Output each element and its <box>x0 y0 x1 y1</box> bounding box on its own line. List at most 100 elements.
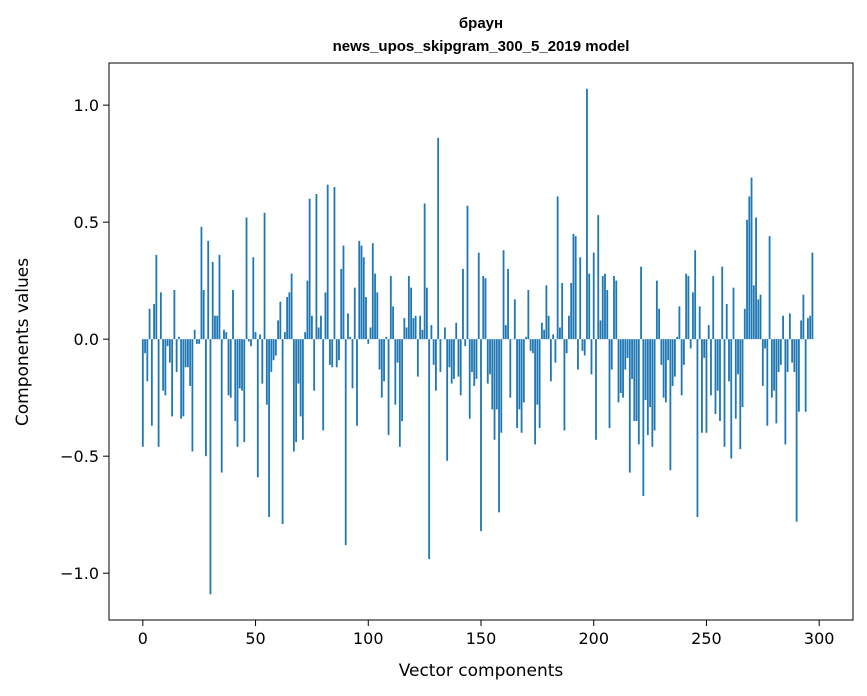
bar <box>277 320 279 340</box>
bar <box>338 339 340 361</box>
bar <box>597 215 600 340</box>
bar <box>214 315 216 340</box>
bar <box>734 339 737 419</box>
bar <box>482 275 485 340</box>
bar <box>383 339 385 382</box>
bar <box>401 339 403 422</box>
bar <box>784 339 787 445</box>
bar <box>475 339 478 379</box>
bar <box>701 339 703 433</box>
bar <box>777 339 780 372</box>
bar <box>669 339 672 471</box>
bar <box>349 336 352 340</box>
bar <box>220 339 223 473</box>
bar <box>649 339 651 408</box>
bar <box>732 287 735 340</box>
bar <box>299 339 302 417</box>
bar <box>320 315 322 340</box>
bar <box>565 339 568 354</box>
bar <box>225 332 228 340</box>
bar <box>180 339 183 419</box>
bar <box>696 339 699 518</box>
bar <box>462 268 464 340</box>
bar <box>378 339 381 370</box>
bar <box>773 339 775 391</box>
bar <box>272 339 275 361</box>
bar <box>741 339 744 408</box>
bar <box>518 339 521 410</box>
bar <box>166 339 169 347</box>
y-tick-label: 1.0 <box>74 96 99 115</box>
bar <box>416 339 419 377</box>
bar <box>380 339 383 398</box>
bar <box>464 339 467 347</box>
bar <box>761 339 764 386</box>
bar <box>432 339 435 365</box>
bar <box>619 339 622 393</box>
bar <box>570 282 573 340</box>
bar <box>189 339 192 386</box>
bar <box>396 339 399 363</box>
bar <box>419 315 422 340</box>
bar <box>807 318 809 340</box>
bar <box>283 332 286 340</box>
bar <box>534 339 537 445</box>
bar <box>421 329 424 340</box>
x-axis-ticks: 0 50 100 150 200 250 300 <box>138 620 834 648</box>
bar <box>311 315 313 340</box>
bar <box>392 306 394 340</box>
bar <box>423 203 426 340</box>
bar <box>410 287 413 340</box>
bar <box>331 339 334 368</box>
bar <box>335 339 338 368</box>
bar <box>471 339 473 372</box>
y-tick-label: −0.5 <box>60 447 99 466</box>
bar <box>480 339 482 532</box>
bar <box>218 254 221 340</box>
bar <box>342 245 345 340</box>
bar <box>238 339 241 389</box>
bar <box>322 339 325 431</box>
bar <box>759 294 762 340</box>
bar <box>241 339 243 391</box>
bar <box>694 250 697 340</box>
bar <box>811 252 814 340</box>
y-axis-ticks: −1.0 −0.5 0.0 0.5 1.0 <box>60 96 109 583</box>
chart-subtitle: news_upos_skipgram_300_5_2019 model <box>333 38 630 55</box>
bar <box>554 339 557 363</box>
bar <box>556 196 559 340</box>
bar <box>581 339 584 351</box>
bar <box>543 329 546 340</box>
bar <box>261 339 264 384</box>
bar <box>601 275 604 340</box>
bar <box>563 339 566 431</box>
bar <box>644 339 647 401</box>
bar <box>351 339 354 389</box>
bar <box>425 287 428 340</box>
bar <box>444 327 446 340</box>
bar <box>509 339 512 398</box>
bar <box>610 339 613 370</box>
bar <box>628 339 631 473</box>
bar <box>804 339 807 412</box>
bar <box>448 339 451 368</box>
bar <box>714 339 717 415</box>
bar <box>683 339 685 365</box>
bar <box>435 339 437 391</box>
bar <box>446 339 449 461</box>
bar <box>398 339 401 447</box>
bar <box>493 339 496 440</box>
bar <box>459 339 462 396</box>
bar <box>308 198 311 340</box>
bar <box>155 254 158 340</box>
chart-title: браун <box>459 15 503 32</box>
bar <box>752 285 755 340</box>
bar <box>148 308 151 340</box>
y-tick-label: 0.5 <box>74 213 99 232</box>
bar <box>770 339 773 398</box>
bar <box>667 339 670 361</box>
bar <box>200 226 203 340</box>
bar <box>358 240 361 340</box>
x-tick-label: 250 <box>691 629 722 648</box>
bar <box>748 196 751 340</box>
